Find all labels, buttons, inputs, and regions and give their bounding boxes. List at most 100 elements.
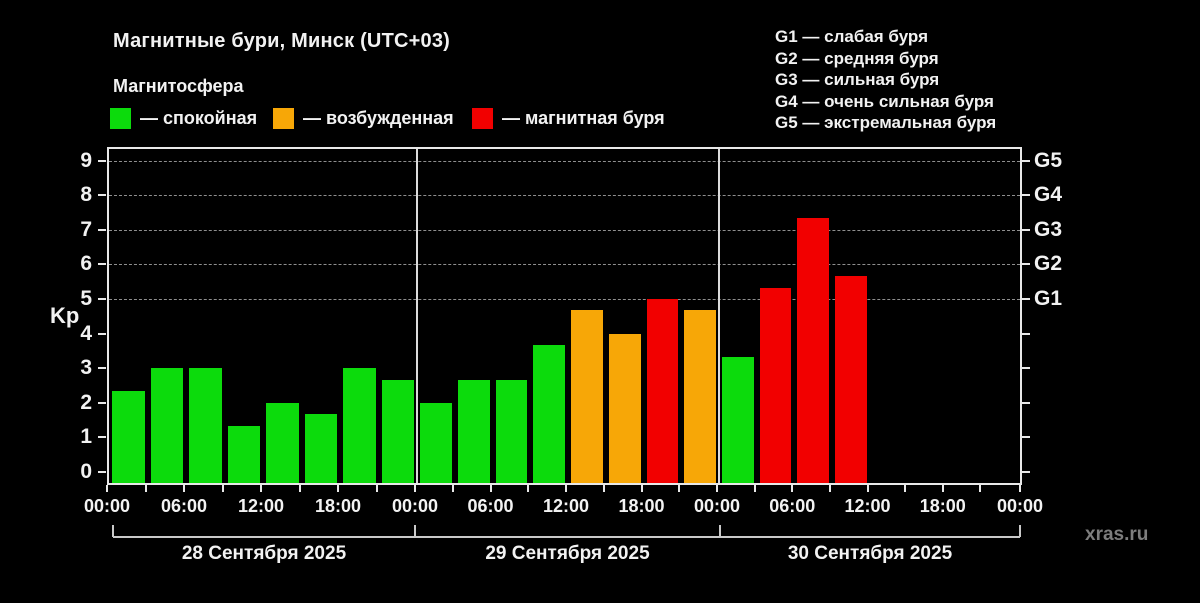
x-axis-tick bbox=[941, 485, 944, 492]
x-axis-tick bbox=[451, 485, 454, 492]
y-tick-label: 2 bbox=[80, 390, 92, 414]
kp-bar bbox=[457, 379, 490, 483]
y-tick-label: 5 bbox=[80, 287, 92, 310]
y-axis-tick bbox=[98, 401, 106, 404]
kp-bar bbox=[189, 368, 222, 483]
x-axis-tick bbox=[298, 485, 301, 492]
kp-bar bbox=[150, 368, 183, 483]
legend-label: — возбужденная bbox=[303, 108, 454, 128]
date-label: 28 Сентября 2025 bbox=[181, 543, 347, 564]
quiet-color-swatch-icon bbox=[110, 108, 131, 129]
x-axis-tick bbox=[183, 485, 185, 492]
x-tick-label: 12:00 bbox=[237, 496, 285, 516]
day-separator bbox=[416, 149, 418, 483]
x-tick-label: 06:00 bbox=[467, 496, 514, 516]
x-axis-tick bbox=[678, 485, 681, 492]
kp-bar bbox=[571, 310, 603, 483]
y-axis-tick bbox=[1022, 159, 1030, 162]
g-legend-line: G2 — средняя буря bbox=[775, 48, 939, 68]
x-axis-tick bbox=[106, 485, 108, 492]
y-axis-tick bbox=[98, 263, 106, 266]
x-axis-tick bbox=[979, 485, 982, 492]
grid-line-kp8 bbox=[109, 195, 1020, 197]
y-axis-tick bbox=[98, 194, 106, 197]
x-tick-label: 00:00 bbox=[83, 496, 131, 516]
x-axis-tick bbox=[866, 485, 869, 492]
x-tick-label: 12:00 bbox=[844, 496, 891, 516]
x-axis-tick bbox=[260, 485, 262, 492]
y-axis-tick bbox=[1022, 401, 1030, 404]
right-axis-label-g4: G4 bbox=[1034, 183, 1063, 207]
x-tick-label: 00:00 bbox=[391, 496, 439, 516]
legend-label: — магнитная буря bbox=[502, 108, 665, 128]
date-label: 30 Сентября 2025 bbox=[787, 543, 953, 564]
kp-bar bbox=[533, 345, 565, 483]
kp-bar bbox=[684, 310, 716, 483]
x-axis-tick bbox=[144, 485, 147, 492]
y-tick-label: 3 bbox=[80, 356, 92, 380]
kp-bar bbox=[304, 414, 337, 483]
g-legend-line: G5 — экстремальная буря bbox=[775, 113, 997, 132]
kp-bar bbox=[343, 368, 376, 483]
y-axis-tick bbox=[98, 298, 106, 300]
x-axis-tick bbox=[828, 485, 831, 492]
y-axis-tick bbox=[98, 367, 106, 370]
date-bracket-tick bbox=[719, 525, 721, 537]
kp-bar bbox=[834, 275, 867, 483]
date-label: 29 Сентября 2025 bbox=[485, 543, 650, 564]
kp-bar bbox=[797, 218, 829, 483]
kp-bar bbox=[112, 391, 145, 483]
right-axis-label-g1: G1 bbox=[1034, 287, 1063, 310]
grid-line-kp6 bbox=[109, 264, 1020, 266]
y-tick-label: 4 bbox=[80, 321, 92, 345]
kp-bar bbox=[495, 379, 528, 483]
y-tick-label: 9 bbox=[80, 148, 92, 172]
legend-item-quiet: — спокойная bbox=[110, 108, 257, 129]
y-axis-tick bbox=[1022, 194, 1030, 197]
kp-bar bbox=[381, 379, 414, 483]
x-tick-label: 18:00 bbox=[314, 496, 362, 516]
x-axis-tick bbox=[527, 485, 530, 492]
x-tick-label: 18:00 bbox=[618, 496, 665, 516]
y-axis-tick bbox=[1022, 263, 1030, 266]
y-axis-tick bbox=[1022, 436, 1030, 439]
right-axis-label-g2: G2 bbox=[1034, 252, 1063, 276]
kp-bar bbox=[722, 356, 754, 483]
kp-bar bbox=[420, 402, 452, 483]
x-axis-tick bbox=[716, 485, 718, 492]
kp-bar bbox=[759, 287, 792, 483]
right-axis-label-g3: G3 bbox=[1034, 217, 1063, 241]
g-scale-legend: G1 — слабая буря G2 — средняя буря G3 — си… bbox=[775, 26, 996, 134]
g-legend-line: G4 — очень сильная буря bbox=[775, 91, 994, 111]
x-axis-tick bbox=[640, 485, 643, 492]
kp-bar bbox=[608, 333, 641, 483]
y-tick-label: 8 bbox=[80, 183, 92, 207]
x-tick-label: 00:00 bbox=[693, 496, 741, 516]
legend-item-storm: — магнитная буря bbox=[472, 108, 665, 129]
y-axis-tick bbox=[98, 436, 106, 439]
x-tick-label: 18:00 bbox=[919, 496, 966, 516]
x-axis-tick bbox=[565, 485, 567, 492]
x-axis-tick bbox=[337, 485, 339, 492]
x-tick-label: 06:00 bbox=[769, 496, 816, 516]
x-axis-tick bbox=[221, 485, 224, 492]
y-tick-label: 1 bbox=[80, 425, 92, 449]
y-tick-label: 7 bbox=[80, 217, 92, 241]
date-bracket-tick bbox=[414, 525, 416, 537]
kp-bar bbox=[227, 425, 260, 483]
x-axis-tick bbox=[1019, 485, 1021, 492]
x-axis-tick bbox=[791, 485, 794, 492]
magnetosphere-label: Магнитосфера bbox=[113, 76, 244, 96]
g-legend-line: G3 — сильная буря bbox=[775, 70, 940, 89]
date-bracket bbox=[113, 536, 1020, 538]
day-separator bbox=[718, 149, 720, 483]
grid-line-kp9 bbox=[109, 160, 1020, 162]
y-tick-label: 0 bbox=[80, 460, 92, 483]
right-axis-label-g5: G5 bbox=[1034, 148, 1063, 172]
excited-color-swatch-icon bbox=[273, 108, 294, 129]
date-bracket-tick bbox=[112, 525, 114, 537]
x-tick-label: 12:00 bbox=[542, 496, 590, 516]
y-axis-tick bbox=[98, 471, 106, 473]
kp-bar bbox=[646, 299, 679, 483]
y-axis-tick bbox=[1022, 298, 1030, 300]
